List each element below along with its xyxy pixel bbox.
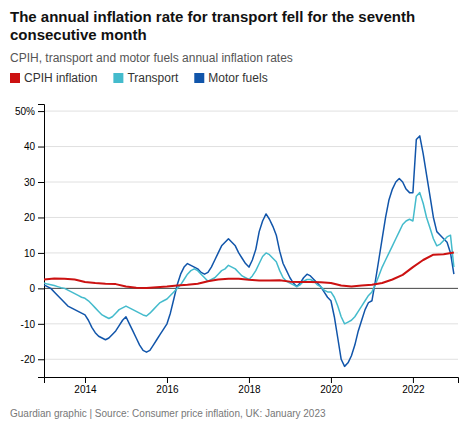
subtitle: CPIH, transport and motor fuels annual i… — [10, 51, 293, 65]
legend-swatch — [10, 73, 20, 83]
y-tick-label: 30 — [24, 177, 36, 188]
legend: CPIH inflation Transport Motor fuels — [10, 71, 268, 85]
y-tick: 40 — [24, 141, 44, 152]
y-tick-mark — [38, 359, 44, 360]
grid-line — [44, 111, 458, 112]
x-tick: 2022 — [402, 377, 425, 395]
lines — [44, 136, 454, 366]
series-line — [44, 193, 454, 324]
grid-line — [44, 323, 458, 324]
footer: Guardian graphic | Source: Consumer pric… — [10, 408, 326, 419]
legend-item: Transport — [113, 71, 179, 85]
chart-root: The annual inflation rate for transport … — [0, 0, 474, 425]
plot: -20 -10 0 10 20 30 40 50% 2014 2016 2018 2020 2022 — [15, 105, 459, 396]
y-tick: 30 — [24, 177, 44, 188]
y-tick-label: 50% — [15, 106, 35, 117]
x-tick-mark — [85, 377, 86, 383]
x-tick-label: 2018 — [238, 384, 261, 395]
y-tick-label: 10 — [24, 248, 36, 259]
grid-line — [44, 252, 458, 253]
x-tick-mark — [413, 377, 414, 383]
y-tick: 10 — [24, 248, 44, 259]
x-tick-label: 2020 — [320, 384, 343, 395]
y-tick: 20 — [24, 212, 44, 223]
grid-line — [44, 359, 458, 360]
y-axis-line — [38, 105, 45, 378]
x-tick-mark — [249, 377, 250, 383]
y-tick-label: 0 — [29, 283, 35, 294]
y-tick: -20 — [21, 354, 44, 365]
y-tick-mark — [38, 217, 44, 218]
legend-label: Transport — [127, 71, 179, 85]
y-tick-mark — [38, 324, 44, 325]
x-tick-label: 2014 — [74, 384, 97, 395]
legend-label: Motor fuels — [208, 71, 267, 85]
legend-label: CPIH inflation — [24, 71, 97, 85]
x-tick-label: 2016 — [156, 384, 179, 395]
series-line — [44, 136, 454, 366]
x-tick-mark — [331, 377, 332, 383]
series-line — [44, 253, 454, 288]
x-tick-label: 2022 — [402, 384, 425, 395]
legend-swatch — [194, 73, 204, 83]
y-tick-label: 20 — [24, 212, 36, 223]
y-tick-mark — [38, 253, 44, 254]
x-tick: 2016 — [156, 377, 179, 395]
y-tick-label: -10 — [21, 319, 36, 330]
grid — [44, 111, 458, 359]
y-tick: 50% — [15, 106, 44, 117]
x-axis-line — [45, 378, 459, 384]
x-tick: 2018 — [238, 377, 261, 395]
y-tick-mark — [38, 182, 44, 183]
x-tick: 2014 — [74, 377, 97, 395]
legend-swatch — [113, 73, 123, 83]
grid-line — [44, 146, 458, 147]
x-axis: 2014 2016 2018 2020 2022 — [45, 377, 459, 395]
y-tick: 0 — [29, 283, 44, 294]
x-tick: 2020 — [320, 377, 343, 395]
y-tick-label: 40 — [24, 141, 36, 152]
grid-line — [44, 217, 458, 218]
y-tick-mark — [38, 111, 44, 112]
x-tick-mark — [167, 377, 168, 383]
y-axis: -20 -10 0 10 20 30 40 50% — [15, 105, 45, 378]
y-tick-mark — [38, 147, 44, 148]
legend-item: CPIH inflation — [10, 71, 97, 85]
y-tick: -10 — [21, 319, 44, 330]
y-tick-mark — [38, 288, 44, 289]
zero-line — [44, 288, 458, 289]
title: The annual inflation rate for transport … — [10, 8, 415, 43]
y-tick-label: -20 — [21, 354, 36, 365]
legend-item: Motor fuels — [194, 71, 267, 85]
